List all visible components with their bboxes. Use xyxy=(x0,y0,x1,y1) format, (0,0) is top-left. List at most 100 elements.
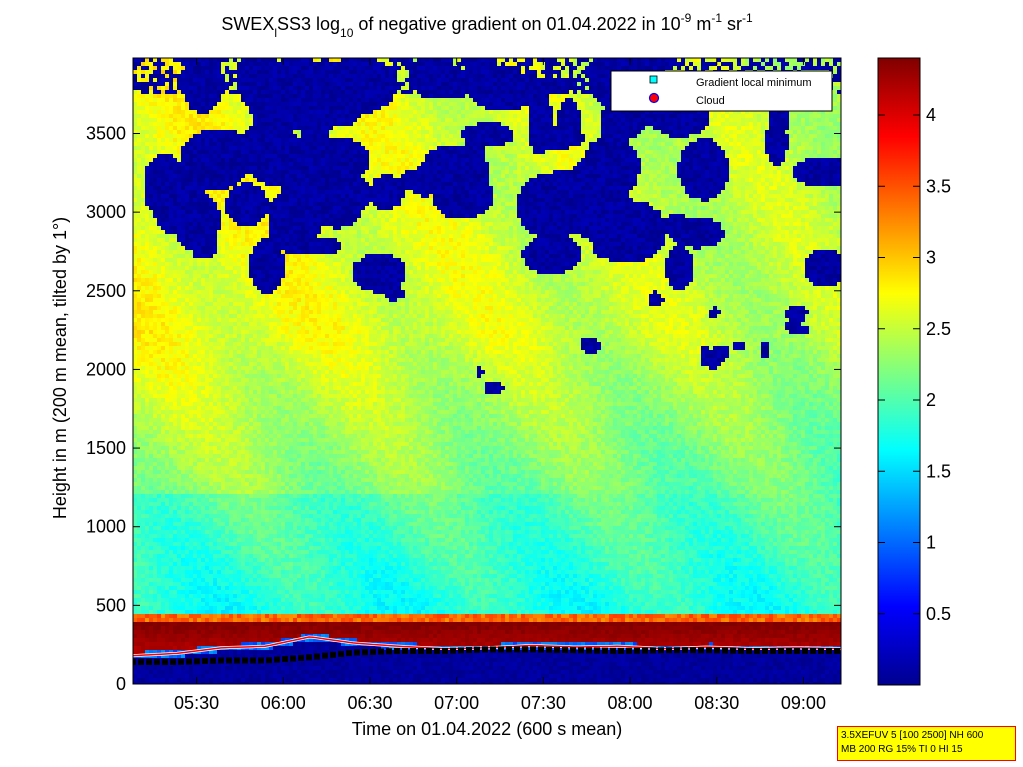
heatmap-cell xyxy=(193,426,198,431)
heatmap-cell xyxy=(221,114,226,119)
heatmap-cell xyxy=(209,86,214,91)
heatmap-cell xyxy=(201,446,206,451)
heatmap-cell xyxy=(217,74,222,79)
heatmap-cell xyxy=(209,582,214,587)
heatmap-cell xyxy=(245,174,250,179)
heatmap-cell xyxy=(221,198,226,203)
heatmap-cell xyxy=(237,554,242,559)
heatmap-cell xyxy=(249,182,254,187)
heatmap-cell xyxy=(253,682,258,684)
heatmap-cell xyxy=(225,546,230,551)
heatmap-cell xyxy=(153,562,158,567)
heatmap-cell xyxy=(257,342,262,347)
heatmap-cell xyxy=(197,182,202,187)
heatmap-cell xyxy=(225,498,230,503)
heatmap-cell xyxy=(205,390,210,395)
heatmap-cell xyxy=(229,362,234,367)
heatmap-cell xyxy=(205,102,210,107)
heatmap-cell xyxy=(205,526,210,531)
heatmap-cell xyxy=(249,626,254,631)
heatmap-cell xyxy=(157,174,162,179)
heatmap-cell xyxy=(213,142,218,147)
heatmap-cell xyxy=(201,290,206,295)
heatmap-cell xyxy=(253,602,258,607)
heatmap-cell xyxy=(237,134,242,139)
heatmap-cell xyxy=(213,446,218,451)
heatmap-cell xyxy=(233,238,238,243)
heatmap-cell xyxy=(173,266,178,271)
heatmap-cell xyxy=(177,170,182,175)
heatmap-cell xyxy=(141,78,146,83)
heatmap-cell xyxy=(245,210,250,215)
heatmap-cell xyxy=(173,234,178,239)
heatmap-cell xyxy=(133,530,138,535)
heatmap-cell xyxy=(145,326,150,331)
heatmap-cell xyxy=(233,470,238,475)
heatmap-cell xyxy=(153,258,158,263)
heatmap-cell xyxy=(233,562,238,567)
heatmap-cell xyxy=(245,486,250,491)
heatmap-cell xyxy=(161,682,166,684)
heatmap-cell xyxy=(165,102,170,107)
heatmap-cell xyxy=(205,406,210,411)
heatmap-cell xyxy=(189,642,194,647)
heatmap-cell xyxy=(241,570,246,575)
heatmap-cell xyxy=(189,522,194,527)
heatmap-cell xyxy=(237,234,242,239)
heatmap-cell xyxy=(229,330,234,335)
heatmap-cell xyxy=(149,178,154,183)
heatmap-cell xyxy=(213,522,218,527)
heatmap-cell xyxy=(245,506,250,511)
heatmap-cell xyxy=(249,666,254,671)
heatmap-cell xyxy=(165,538,170,543)
heatmap-cell xyxy=(233,302,238,307)
heatmap-cell xyxy=(153,470,158,475)
heatmap-cell xyxy=(241,238,246,243)
heatmap-cell xyxy=(141,74,146,79)
heatmap-cell xyxy=(165,634,170,639)
heatmap-cell xyxy=(137,486,142,491)
heatmap-cell xyxy=(245,430,250,435)
heatmap-cell xyxy=(229,290,234,295)
heatmap-cell xyxy=(225,554,230,559)
heatmap-cell xyxy=(157,134,162,139)
heatmap-cell xyxy=(205,474,210,479)
heatmap-cell xyxy=(225,334,230,339)
heatmap-cell xyxy=(205,602,210,607)
heatmap-cell xyxy=(213,158,218,163)
heatmap-cell xyxy=(241,202,246,207)
heatmap-cell xyxy=(145,530,150,535)
heatmap-cell xyxy=(165,642,170,647)
heatmap-cell xyxy=(145,606,150,611)
heatmap-cell xyxy=(209,350,214,355)
heatmap-cell xyxy=(237,566,242,571)
heatmap-cell xyxy=(153,594,158,599)
heatmap-cell xyxy=(245,670,250,675)
heatmap-cell xyxy=(177,226,182,231)
heatmap-cell xyxy=(217,670,222,675)
heatmap-cell xyxy=(249,670,254,675)
heatmap-cell xyxy=(221,634,226,639)
heatmap-cell xyxy=(157,202,162,207)
heatmap-cell xyxy=(209,442,214,447)
heatmap-cell xyxy=(173,366,178,371)
heatmap-cell xyxy=(145,374,150,379)
heatmap-cell xyxy=(205,326,210,331)
heatmap-cell xyxy=(237,286,242,291)
heatmap-cell xyxy=(173,90,178,95)
heatmap-cell xyxy=(161,202,166,207)
heatmap-cell xyxy=(161,266,166,271)
heatmap-cell xyxy=(197,354,202,359)
heatmap-cell xyxy=(165,290,170,295)
heatmap-cell xyxy=(233,58,238,63)
heatmap-cell xyxy=(245,462,250,467)
heatmap-cell xyxy=(145,362,150,367)
heatmap-cell xyxy=(201,518,206,523)
heatmap-cell xyxy=(197,326,202,331)
heatmap-cell xyxy=(189,510,194,515)
heatmap-cell xyxy=(133,478,138,483)
heatmap-cell xyxy=(257,62,262,67)
heatmap-cell xyxy=(221,122,226,127)
heatmap-cell xyxy=(181,634,186,639)
heatmap-cell xyxy=(209,238,214,243)
